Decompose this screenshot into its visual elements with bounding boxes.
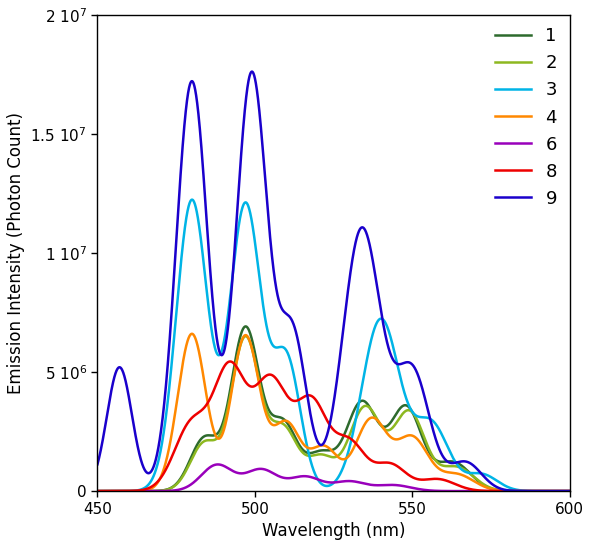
8	[446, 479, 453, 485]
3	[446, 448, 453, 455]
8	[274, 378, 281, 385]
2	[482, 482, 489, 489]
8	[482, 487, 489, 494]
6	[482, 488, 489, 494]
6	[94, 488, 101, 494]
6	[274, 473, 281, 479]
4	[482, 484, 489, 491]
9	[401, 359, 408, 366]
6	[566, 488, 573, 494]
9	[566, 488, 573, 494]
1	[446, 458, 453, 464]
2	[401, 409, 408, 415]
3	[180, 238, 187, 245]
Line: 8: 8	[98, 362, 570, 491]
Line: 9: 9	[98, 72, 570, 491]
3	[94, 488, 101, 494]
9	[248, 68, 255, 75]
3	[189, 196, 196, 203]
6	[377, 482, 384, 488]
8	[180, 427, 187, 434]
2	[274, 419, 281, 426]
4	[180, 358, 187, 364]
9	[377, 306, 384, 312]
1	[274, 414, 281, 420]
6	[180, 485, 187, 492]
2	[242, 333, 249, 340]
Line: 3: 3	[98, 200, 570, 491]
1	[242, 323, 249, 330]
2	[180, 473, 187, 479]
9	[446, 459, 453, 466]
9	[274, 294, 281, 300]
9	[482, 475, 489, 481]
X-axis label: Wavelength (nm): Wavelength (nm)	[262, 522, 405, 540]
6	[446, 488, 453, 494]
4	[189, 330, 196, 337]
3	[566, 488, 573, 494]
3	[274, 344, 281, 351]
8	[377, 459, 384, 466]
8	[94, 488, 101, 494]
8	[401, 468, 408, 475]
Line: 6: 6	[98, 464, 570, 491]
Y-axis label: Emission Intensity (Photon Count): Emission Intensity (Photon Count)	[7, 112, 25, 394]
8	[226, 358, 233, 365]
4	[274, 421, 281, 427]
Line: 4: 4	[98, 334, 570, 491]
4	[377, 421, 384, 428]
9	[180, 136, 187, 142]
3	[377, 316, 384, 322]
2	[446, 463, 453, 469]
1	[377, 422, 384, 428]
4	[446, 469, 453, 476]
6	[215, 461, 222, 468]
1	[566, 488, 573, 494]
1	[401, 402, 408, 409]
3	[482, 472, 489, 478]
9	[94, 461, 101, 468]
1	[482, 483, 489, 490]
2	[94, 488, 101, 494]
4	[401, 433, 408, 440]
4	[566, 488, 573, 494]
Legend: 1, 2, 3, 4, 6, 8, 9: 1, 2, 3, 4, 6, 8, 9	[488, 20, 564, 215]
1	[180, 471, 187, 478]
6	[401, 483, 408, 490]
Line: 2: 2	[98, 336, 570, 491]
Line: 1: 1	[98, 327, 570, 491]
8	[566, 488, 573, 494]
1	[94, 488, 101, 494]
2	[566, 488, 573, 494]
3	[401, 390, 408, 397]
4	[94, 488, 101, 494]
2	[377, 422, 384, 428]
